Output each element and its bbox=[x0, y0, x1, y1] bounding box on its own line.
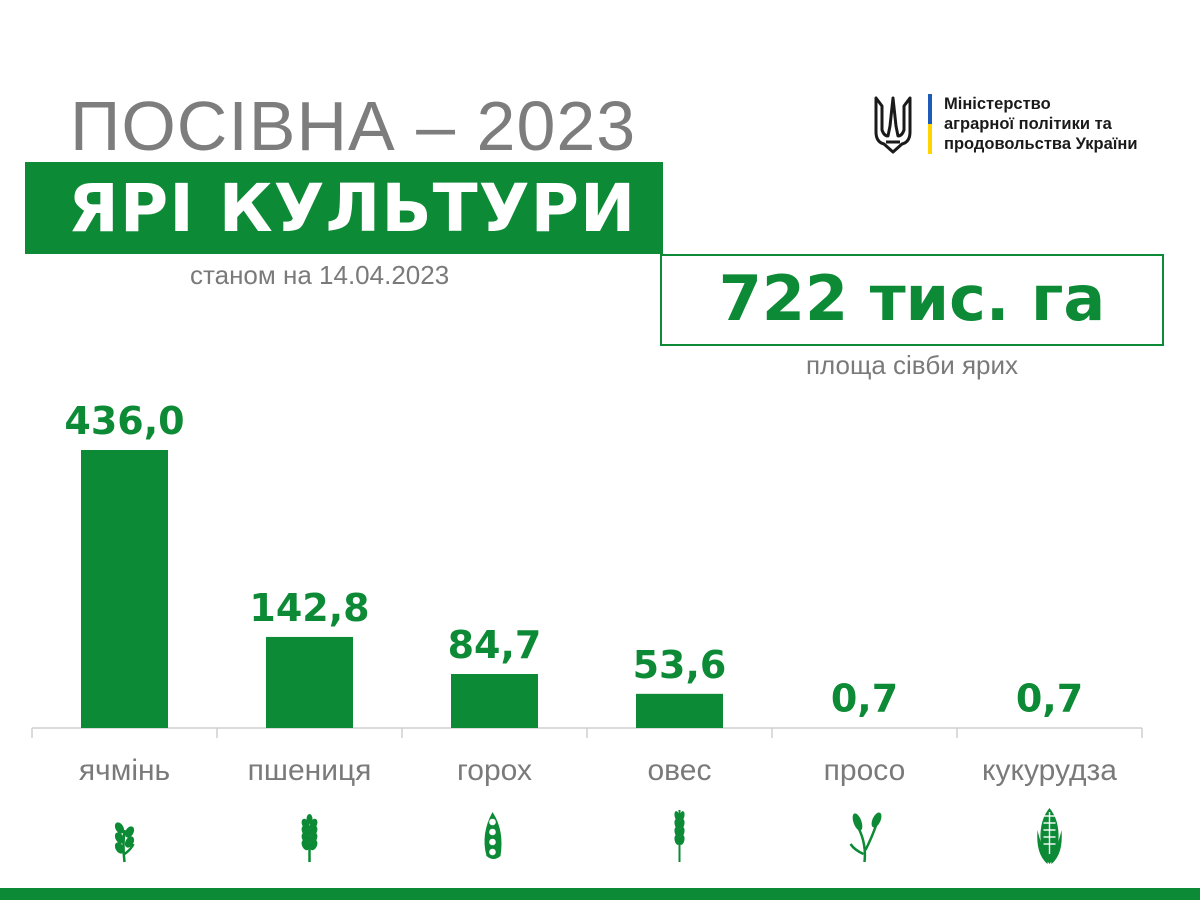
icon-grain bbox=[301, 839, 310, 851]
corn-icon bbox=[1037, 808, 1062, 864]
icon-head bbox=[871, 812, 882, 828]
icon-grain bbox=[674, 819, 680, 829]
icon-grain bbox=[124, 826, 135, 838]
icon-grain bbox=[309, 839, 318, 851]
icon-head bbox=[852, 813, 863, 831]
page-title: ПОСІВНА – 2023 bbox=[70, 87, 637, 165]
ministry-line-2: аграрної політики та bbox=[944, 115, 1112, 133]
date-label: станом на 14.04.2023 bbox=[190, 260, 450, 290]
icon-grain bbox=[679, 835, 685, 845]
value-label-3: 53,6 bbox=[633, 643, 727, 687]
subtitle-banner bbox=[25, 162, 663, 254]
icon-leaf bbox=[123, 843, 135, 856]
value-label-0: 436,0 bbox=[64, 399, 184, 443]
total-box bbox=[660, 254, 1164, 346]
footer-bar bbox=[0, 888, 1200, 900]
icon-leaf bbox=[849, 843, 865, 856]
icon-stem bbox=[864, 823, 878, 851]
icon-grain bbox=[674, 835, 680, 845]
category-label-2: горох bbox=[457, 754, 532, 787]
icon-grain bbox=[114, 822, 125, 834]
bar-0 bbox=[81, 450, 168, 728]
icon-stem bbox=[122, 829, 126, 863]
category-label-1: пшениця bbox=[248, 754, 372, 787]
icon-pea bbox=[489, 818, 496, 826]
subtitle-text: ЯРІ КУЛЬТУРИ bbox=[68, 170, 637, 247]
total-caption: площа сівби ярих bbox=[805, 350, 1019, 380]
icon-grain bbox=[679, 811, 685, 821]
icon-grain bbox=[306, 814, 313, 824]
bar-chart: 436,0 ячмінь 142,8 пшениця 84,7 горох 53,6 овес… bbox=[31, 399, 1143, 864]
icon-grain bbox=[114, 832, 125, 844]
value-label-5: 0,7 bbox=[1016, 677, 1083, 721]
trident-icon bbox=[874, 96, 912, 154]
value-label-1: 142,8 bbox=[249, 586, 369, 630]
value-label-2: 84,7 bbox=[448, 623, 542, 667]
millet-icon bbox=[849, 812, 882, 863]
icon-grain bbox=[674, 827, 680, 837]
oat-icon bbox=[674, 810, 685, 862]
icon-grain bbox=[679, 819, 685, 829]
icon-grain bbox=[114, 842, 125, 854]
icon-pea bbox=[489, 838, 496, 846]
flag-stripe bbox=[928, 94, 932, 154]
pea-pod-icon bbox=[484, 812, 502, 859]
bar-2 bbox=[451, 673, 538, 728]
icon-stem bbox=[857, 827, 867, 863]
category-label-3: овес bbox=[648, 754, 712, 787]
icon-grain bbox=[674, 811, 680, 821]
icon-pea bbox=[489, 848, 496, 856]
ministry-name: Міністерство аграрної політики та продов… bbox=[944, 94, 1138, 154]
ministry-line-1: Міністерство bbox=[944, 95, 1051, 113]
barley-icon bbox=[114, 822, 135, 863]
ministry-line-3: продовольства України bbox=[944, 135, 1138, 153]
category-label-5: кукурудза bbox=[982, 754, 1117, 787]
icon-grain bbox=[679, 827, 685, 837]
icon-pea bbox=[489, 828, 496, 836]
category-label-0: ячмінь bbox=[79, 754, 170, 787]
total-value: 722 тис. га bbox=[718, 262, 1106, 335]
icon-husk bbox=[1050, 830, 1062, 864]
icon-husk bbox=[1037, 830, 1049, 864]
bar-3 bbox=[636, 693, 723, 728]
wheat-icon bbox=[301, 814, 318, 862]
value-label-4: 0,7 bbox=[831, 677, 898, 721]
bar-1 bbox=[266, 636, 353, 728]
category-label-4: просо bbox=[824, 754, 906, 787]
icon-pod bbox=[484, 812, 502, 859]
